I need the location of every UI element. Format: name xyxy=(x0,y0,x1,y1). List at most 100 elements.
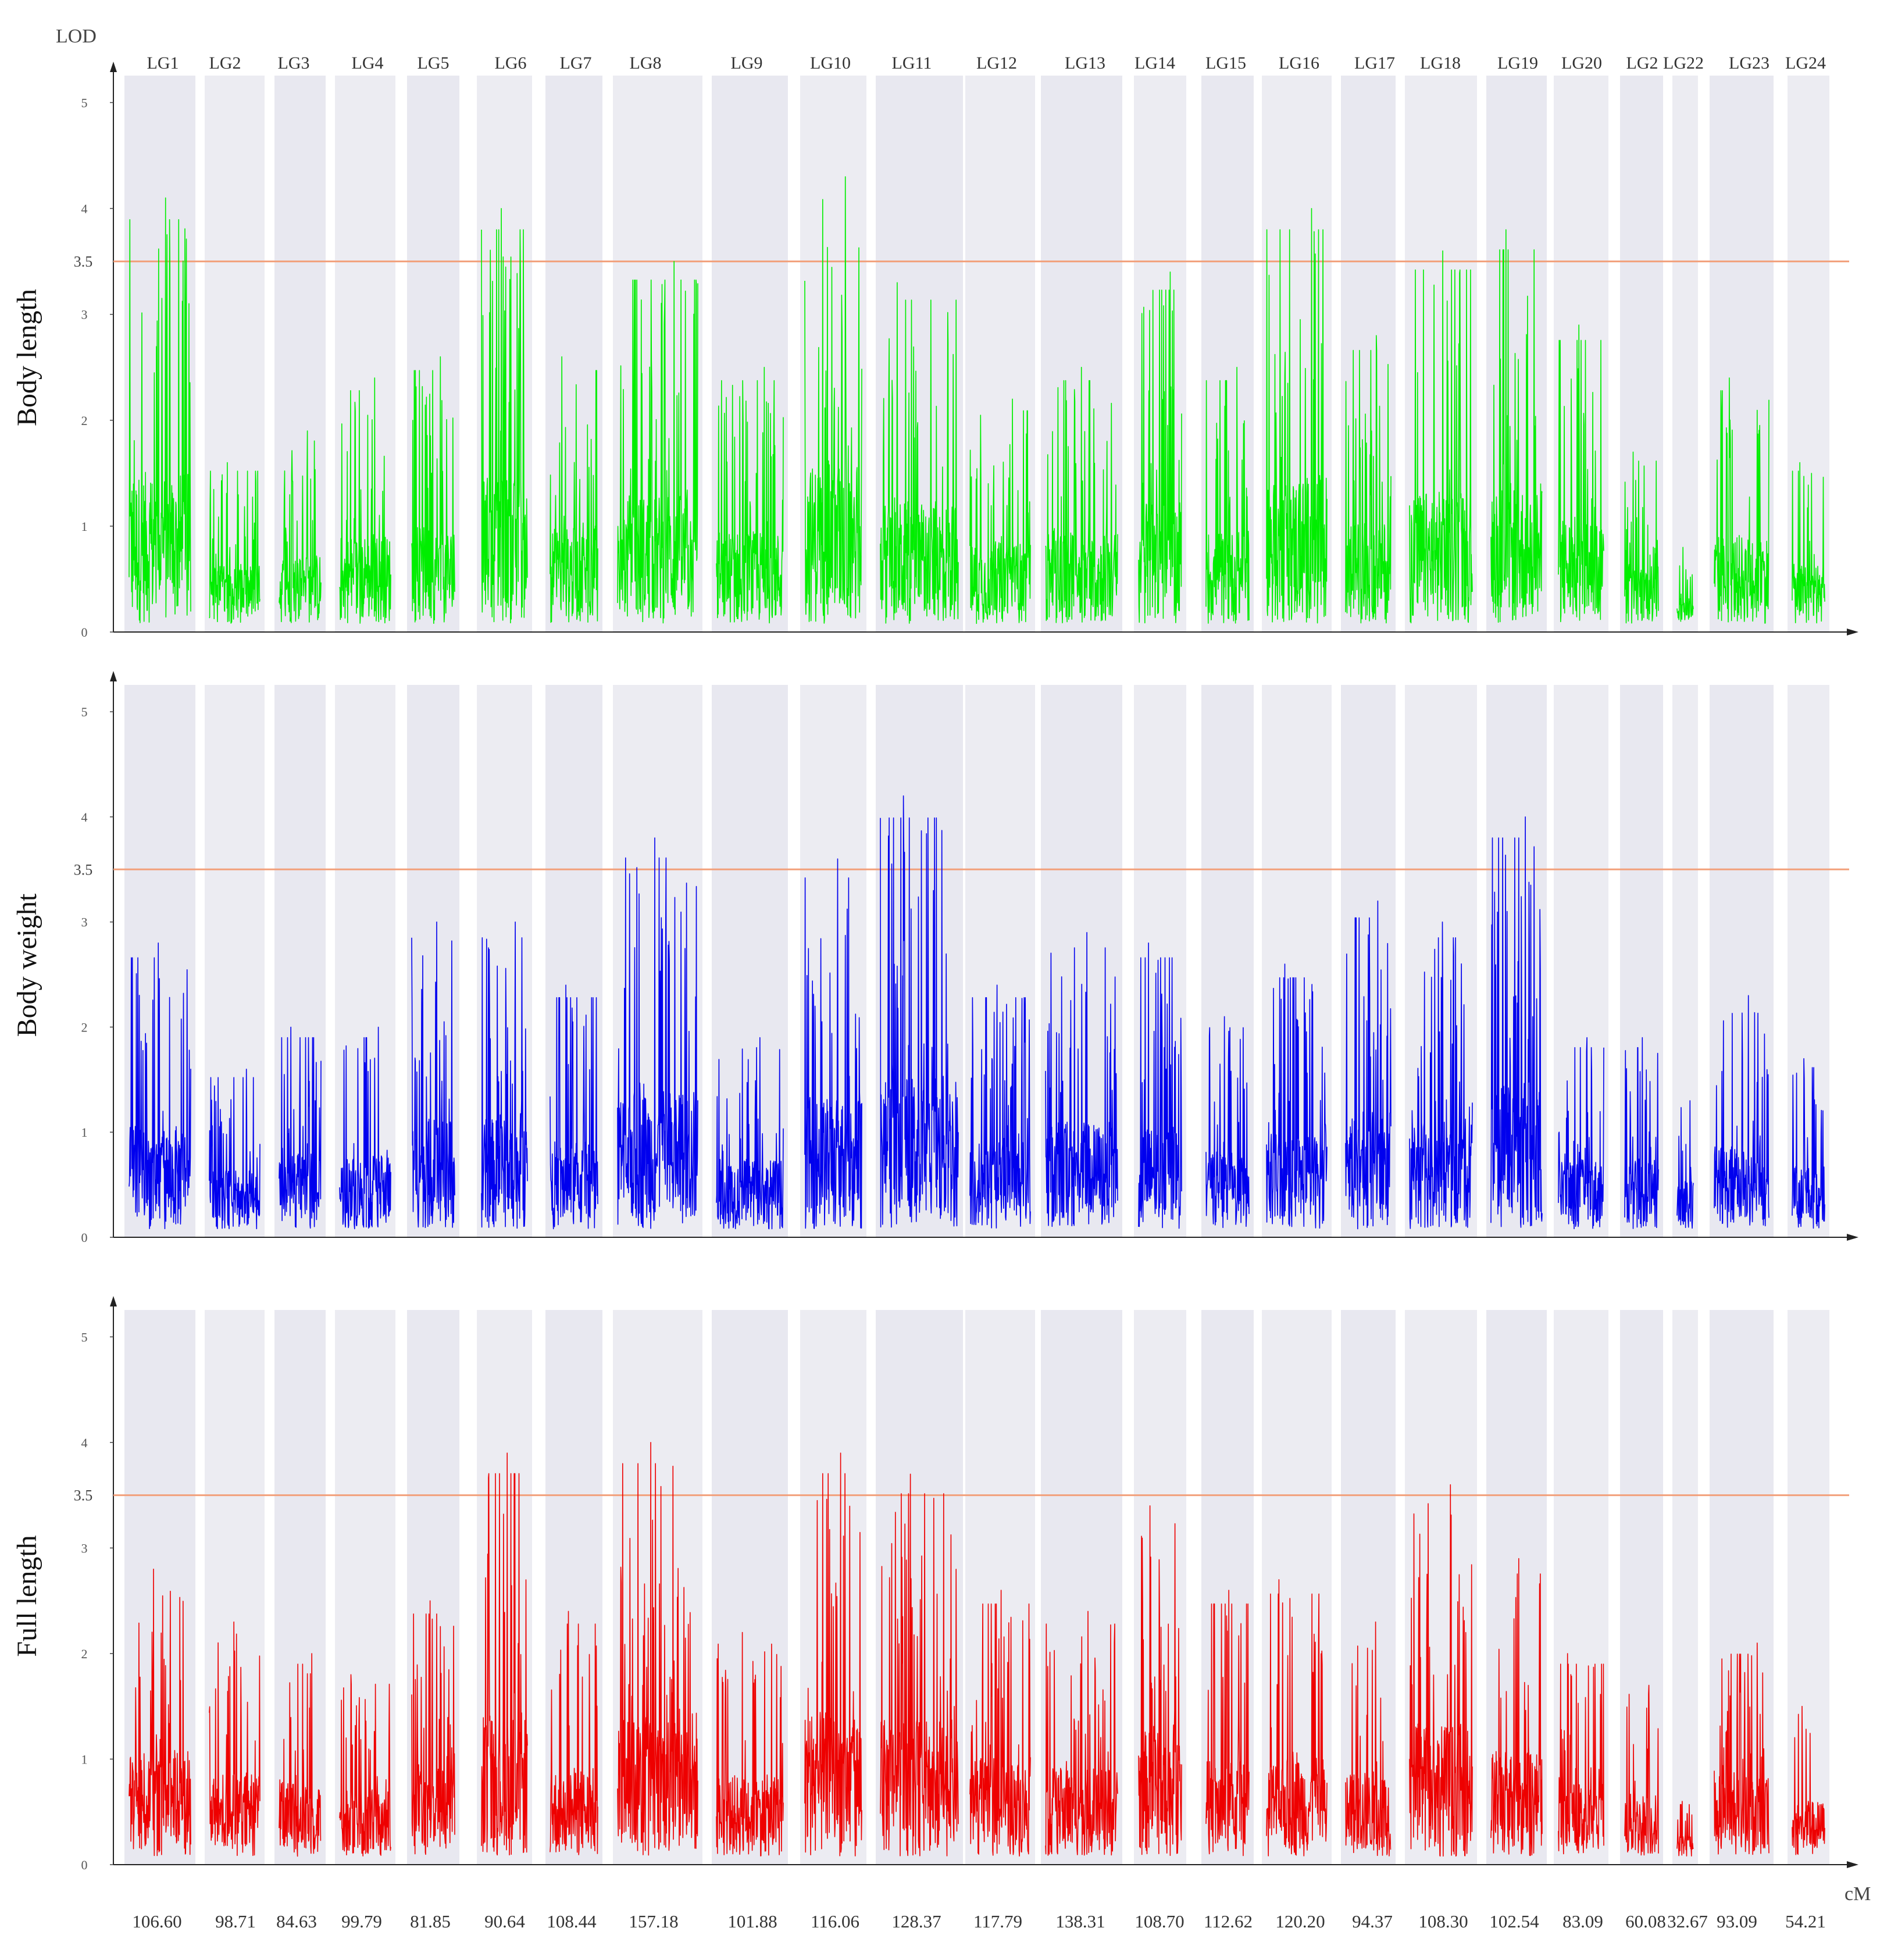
lg-length-lg11: 128.37 xyxy=(891,1911,941,1932)
lod-trace-lg13 xyxy=(1045,366,1118,623)
y-tick-label: 3 xyxy=(81,308,88,322)
lod-trace-lg1 xyxy=(129,197,191,623)
lg-length-lg7: 108.44 xyxy=(547,1911,597,1932)
lod-trace-lg6 xyxy=(481,1452,528,1856)
lg-label-lg12: LG12 xyxy=(976,53,1017,73)
lod-trace-lg11 xyxy=(880,282,959,624)
lg-length-lg1: 106.60 xyxy=(132,1911,181,1932)
lg-length-lg18: 108.30 xyxy=(1418,1911,1468,1932)
panel-y-label: Body weight xyxy=(12,893,42,1037)
y-tick-label: 0 xyxy=(81,1858,88,1872)
lod-trace-lg12 xyxy=(969,1590,1031,1857)
lg-label-lg23: LG23 xyxy=(1729,53,1769,73)
panel-body-weight: 0 1 2 3 4 5 3.5 Body weight xyxy=(12,671,1858,1245)
lg-strip xyxy=(1672,685,1698,1237)
lod-trace-lg21 xyxy=(1624,1684,1659,1856)
lg-length-lg10: 116.06 xyxy=(811,1911,859,1932)
lg-label-lg19: LG19 xyxy=(1497,53,1538,73)
lod-trace-lg8 xyxy=(617,837,698,1229)
lod-trace-lg4 xyxy=(339,1026,391,1230)
lg-label-lg18: LG18 xyxy=(1420,53,1461,73)
y-axis-arrow xyxy=(110,671,117,681)
lg-label-lg22: LG22 xyxy=(1663,53,1704,73)
lod-trace-lg24 xyxy=(1792,1058,1825,1229)
lod-trace-lg2 xyxy=(209,1069,261,1230)
lod-trace-lg7 xyxy=(550,356,598,623)
lod-trace-lg15 xyxy=(1205,1590,1250,1857)
y-tick-label: 3 xyxy=(81,1541,88,1555)
lod-trace-lg8 xyxy=(617,260,698,624)
lg-length-lg13: 138.31 xyxy=(1055,1911,1105,1932)
threshold-label: 3.5 xyxy=(74,254,93,270)
lod-trace-lg18 xyxy=(1409,1484,1473,1857)
y-tick-label: 4 xyxy=(81,202,88,216)
y-tick-label: 2 xyxy=(81,1020,88,1034)
lg-label-lg2: LG2 xyxy=(209,53,241,73)
lod-trace-lg4 xyxy=(339,1674,391,1857)
lod-trace-lg3 xyxy=(279,1026,322,1229)
lg-label-lg15: LG15 xyxy=(1205,53,1246,73)
lod-trace-lg23 xyxy=(1714,1643,1769,1855)
y-tick-label: 5 xyxy=(81,1330,88,1344)
lod-trace-lg14 xyxy=(1138,1505,1182,1856)
lod-trace-lg11 xyxy=(880,795,959,1228)
lod-trace-lg5 xyxy=(411,356,455,624)
panel-body-length: 0 1 2 3 4 5 3.5 Body length xyxy=(12,62,1858,640)
lg-label-lg14: LG14 xyxy=(1134,53,1175,73)
lod-trace-lg9 xyxy=(716,1037,784,1230)
y-tick-label: 2 xyxy=(81,413,88,428)
lg-strip xyxy=(1672,1310,1698,1865)
lod-trace-lg1 xyxy=(129,942,191,1229)
lod-trace-lg1 xyxy=(129,1568,191,1857)
panel-full-length: 0 1 2 3 4 5 3.5 Full length xyxy=(12,1296,1858,1872)
lg-strip xyxy=(205,685,265,1237)
lg-label-lg7: LG7 xyxy=(560,53,592,73)
lg-label-lg17: LG17 xyxy=(1354,53,1395,73)
lod-trace-lg22 xyxy=(1676,1100,1694,1229)
y-tick-label: 0 xyxy=(81,1230,88,1245)
lod-trace-lg6 xyxy=(481,208,528,624)
y-axis-arrow xyxy=(110,62,117,72)
y-axis-title: LOD xyxy=(56,26,97,47)
lod-trace-lg20 xyxy=(1558,1037,1604,1230)
lg-label-lg8: LG8 xyxy=(630,53,662,73)
lg-length-lg4: 99.79 xyxy=(341,1911,382,1932)
lg-label-lg5: LG5 xyxy=(418,53,449,73)
y-tick-label: 4 xyxy=(81,810,88,824)
lg-label-lg3: LG3 xyxy=(278,53,310,73)
lod-trace-lg19 xyxy=(1490,1558,1543,1857)
lod-trace-lg22 xyxy=(1676,1801,1694,1857)
lg-strip xyxy=(1672,76,1698,632)
lg-strip xyxy=(1788,1310,1829,1865)
lg-length-lg6: 90.64 xyxy=(484,1911,525,1932)
y-tick-label: 1 xyxy=(81,1125,88,1140)
linkage-group-labels: LG1 LG2 LG3 LG4 LG5 LG6 LG7 LG8 LG9 LG10 LG11 LG12 L… xyxy=(147,53,1826,73)
lg-label-lg13: LG13 xyxy=(1065,53,1105,73)
lod-trace-lg3 xyxy=(279,1653,322,1857)
lod-trace-lg10 xyxy=(804,176,862,624)
lg-strip xyxy=(274,1310,326,1865)
lg-length-lg16: 120.20 xyxy=(1275,1911,1325,1932)
x-axis-title: cM xyxy=(1845,1883,1871,1905)
lod-trace-lg23 xyxy=(1714,377,1769,624)
panels: 0 1 2 3 4 5 3.5 Body length 0 1 2 3 4 5 3.5 Body weight… xyxy=(12,62,1858,1872)
lod-trace-lg20 xyxy=(1558,324,1604,623)
lod-trace-lg18 xyxy=(1409,250,1473,624)
lg-length-lg14: 108.70 xyxy=(1134,1911,1184,1932)
lod-trace-lg17 xyxy=(1345,900,1392,1230)
lod-trace-lg18 xyxy=(1409,921,1473,1229)
lod-trace-lg15 xyxy=(1205,366,1250,624)
lod-trace-lg5 xyxy=(411,921,455,1228)
lg-length-lg20: 83.09 xyxy=(1562,1911,1603,1932)
lg-length-lg22: 32.67 xyxy=(1667,1911,1708,1932)
lod-trace-lg8 xyxy=(617,1442,698,1856)
y-tick-label: 1 xyxy=(81,1752,88,1766)
lod-trace-lg7 xyxy=(550,984,598,1230)
lod-trace-lg6 xyxy=(481,921,528,1229)
x-axis-arrow xyxy=(1847,1234,1858,1241)
lod-trace-lg13 xyxy=(1045,932,1118,1227)
y-axis-arrow xyxy=(110,1296,117,1306)
lg-length-lg23: 93.09 xyxy=(1717,1911,1757,1932)
lg-label-lg11: LG11 xyxy=(892,53,932,73)
lod-trace-lg23 xyxy=(1714,995,1769,1228)
